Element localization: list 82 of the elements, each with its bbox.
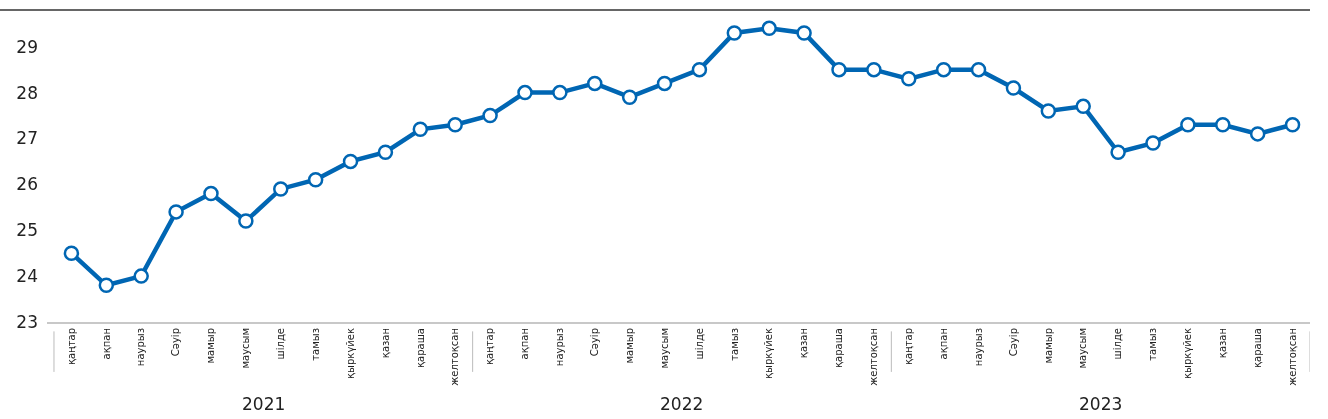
point [1040, 103, 1057, 119]
x-tick-label: наурыз [554, 328, 566, 367]
point [796, 25, 812, 41]
point [447, 116, 463, 133]
y-tick-label: 23 [16, 311, 38, 332]
y-tick-label: 26 [16, 174, 38, 195]
x-tick-label: Сәуір [589, 328, 601, 357]
point [866, 61, 882, 78]
y-tick-label: 25 [16, 220, 38, 241]
text: 2023 [1079, 394, 1123, 414]
y-tick-label: 29 [16, 36, 38, 57]
point [1005, 80, 1022, 96]
x-tick-label: тамыз [1147, 328, 1159, 361]
point [1145, 135, 1161, 151]
x-tick-label: қараша [833, 328, 845, 368]
point [238, 213, 254, 229]
x-tick-label: қаңтар [65, 328, 77, 366]
point [1284, 116, 1301, 133]
point [656, 75, 673, 92]
point [831, 61, 847, 78]
x-tick-label: қараша [1251, 328, 1263, 368]
point [273, 181, 289, 197]
x-tick-label: қыркүйек [763, 328, 775, 379]
point [133, 268, 149, 284]
x-tick-label: қыркүйек [344, 328, 356, 379]
point [203, 185, 219, 202]
x-tick-label: шілде [1112, 328, 1124, 360]
x-tick-label: ақпан [519, 328, 531, 360]
x-tick-label: наурыз [135, 328, 147, 367]
text: 2022 [660, 394, 704, 414]
x-tick-label: тамыз [728, 328, 740, 361]
point [587, 75, 603, 92]
x-tick-label: мамыр [1042, 328, 1054, 364]
x-tick-label: желтоқсан [868, 328, 880, 386]
point [1075, 98, 1091, 115]
x-tick-label: желтоқсан [449, 328, 461, 386]
point [761, 20, 777, 37]
point [1249, 126, 1266, 142]
x-tick-label: қаңтар [903, 328, 915, 366]
point [517, 84, 533, 101]
x-tick-label: ақпан [937, 328, 949, 360]
point [168, 204, 184, 220]
point [307, 172, 324, 188]
x-tick-label: қыркүйек [1182, 328, 1194, 379]
x-tick-label: тамыз [309, 328, 321, 361]
point [621, 89, 638, 105]
point [482, 107, 498, 124]
point [377, 144, 394, 160]
x-tick-label: қазан [379, 328, 391, 359]
x-tick-label: мамыр [205, 328, 217, 364]
x-tick-label: қазан [798, 328, 810, 359]
x-tick-label: мамыр [623, 328, 635, 364]
x-tick-label: шілде [693, 328, 705, 360]
y-tick-label: 27 [16, 128, 38, 149]
text: 2021 [242, 394, 286, 414]
point [691, 61, 708, 78]
point [412, 121, 429, 138]
point [901, 71, 917, 87]
x-tick-label: қаңтар [484, 328, 496, 366]
point [98, 277, 115, 294]
x-tick-label: желтоқсан [1286, 328, 1298, 386]
point [552, 84, 568, 101]
x-tick-label: маусым [1077, 328, 1089, 369]
x-tick-label: наурыз [972, 328, 984, 367]
point [1215, 116, 1231, 133]
x-tick-label: маусым [240, 328, 252, 369]
x-tick-label: маусым [658, 328, 670, 369]
x-tick-label: Сәуір [170, 328, 182, 357]
point [63, 245, 80, 261]
point [342, 153, 359, 170]
x-tick-label: қазан [1217, 328, 1229, 359]
x-tick-label: қараша [414, 328, 426, 368]
point [970, 61, 987, 78]
x-tick-label: шілде [275, 328, 287, 360]
point [1110, 144, 1126, 160]
point [726, 25, 743, 41]
y-tick-label: 24 [16, 266, 38, 287]
y-tick-label: 28 [16, 82, 38, 103]
point [935, 61, 952, 78]
point [1180, 116, 1196, 133]
x-tick-label: ақпан [100, 328, 112, 360]
x-tick-label: Сәуір [1007, 328, 1019, 357]
